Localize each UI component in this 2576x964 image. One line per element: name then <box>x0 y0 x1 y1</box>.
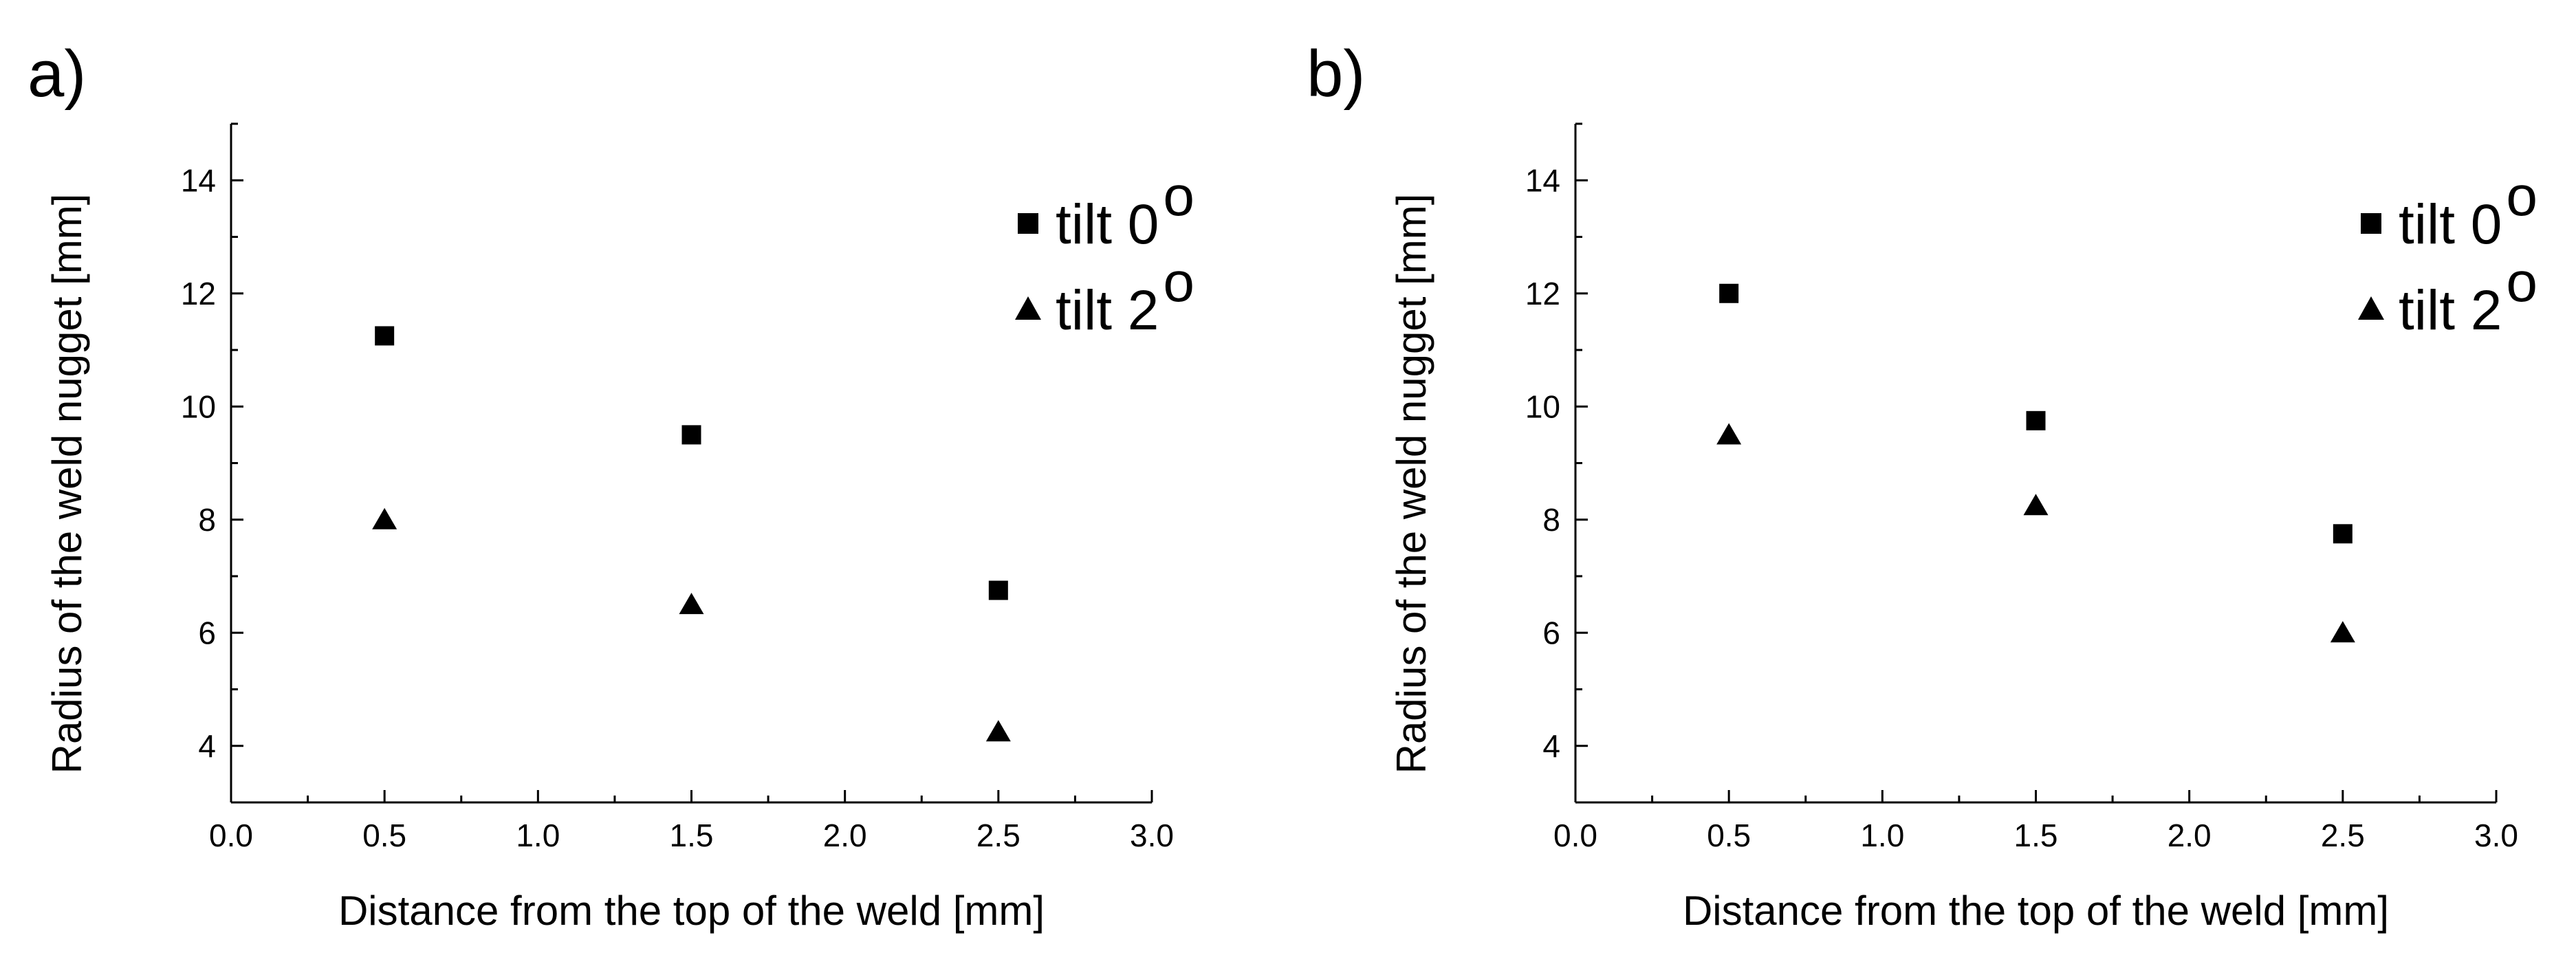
legend-degree-superscript: o <box>2506 251 2537 314</box>
legend-degree-superscript: o <box>1163 251 1194 314</box>
x-tick-label: 1.0 <box>1860 818 1904 853</box>
x-tick-label: 0.5 <box>362 818 406 853</box>
y-axis-title: Radius of the weld nugget [mm] <box>1388 194 1434 774</box>
data-point-triangle <box>985 720 1011 742</box>
chart-panel-b: b) 0.0 0.5 1.0 1.5 2.0 2.5 3.0 4 6 8 10 12 14 Distance… <box>1307 37 2537 934</box>
x-tick-label: 1.0 <box>516 818 560 853</box>
legend-label: tilt 2 <box>1056 279 1159 342</box>
data-point-triangle <box>372 507 397 529</box>
legend-marker-square <box>2361 213 2381 234</box>
x-tick-label: 2.0 <box>823 818 867 853</box>
data-point-triangle <box>2023 494 2049 516</box>
x-tick-label: 2.5 <box>2321 818 2365 853</box>
x-tick-label: 1.5 <box>670 818 714 853</box>
legend-marker-square <box>1018 213 1038 234</box>
data-point-triangle <box>679 593 704 615</box>
legend-label: tilt 0 <box>2399 193 2502 256</box>
legend-label: tilt 0 <box>1056 193 1159 256</box>
x-tick-label: 0.5 <box>1707 818 1751 853</box>
y-tick-label: 8 <box>1542 502 1560 538</box>
data-point-triangle <box>1716 423 1742 445</box>
legend-degree-superscript: o <box>1163 165 1194 228</box>
legend-marker-triangle <box>1015 296 1041 320</box>
y-tick-label: 12 <box>181 276 216 311</box>
data-point-triangle <box>2330 621 2355 643</box>
x-axis-title: Distance from the top of the weld [mm] <box>338 888 1045 934</box>
legend-label: tilt 2 <box>2399 279 2502 342</box>
y-tick-label: 10 <box>181 388 216 424</box>
x-tick-label: 0.0 <box>1553 818 1597 853</box>
y-axis-title: Radius of the weld nugget [mm] <box>44 194 90 774</box>
x-axis-title: Distance from the top of the weld [mm] <box>1683 888 2389 934</box>
y-tick-label: 6 <box>1542 615 1560 650</box>
y-tick-label: 4 <box>198 728 216 764</box>
panel-label: b) <box>1307 37 1365 111</box>
y-tick-label: 10 <box>1525 388 1560 424</box>
legend-degree-superscript: o <box>2506 165 2537 228</box>
data-point-square <box>2333 524 2353 544</box>
y-tick-label: 12 <box>1525 276 1560 311</box>
x-tick-label: 1.5 <box>2014 818 2058 853</box>
data-point-square <box>681 425 701 445</box>
x-tick-label: 2.5 <box>976 818 1020 853</box>
y-tick-label: 8 <box>198 502 216 538</box>
y-tick-label: 14 <box>1525 162 1560 198</box>
data-point-square <box>1719 283 1739 303</box>
data-point-square <box>2026 410 2046 430</box>
y-tick-label: 4 <box>1542 728 1560 764</box>
x-tick-label: 3.0 <box>2474 818 2518 853</box>
data-point-square <box>375 326 395 346</box>
data-point-square <box>988 580 1008 600</box>
panel-label: a) <box>28 37 86 111</box>
x-tick-label: 3.0 <box>1130 818 1174 853</box>
y-tick-label: 14 <box>181 162 216 198</box>
legend-marker-triangle <box>2358 296 2384 320</box>
x-tick-label: 2.0 <box>2168 818 2212 853</box>
chart-panel-a: a) 0.0 0.5 1.0 1.5 2.0 2.5 3.0 4 6 8 10 12 14 Distance… <box>28 37 1194 934</box>
y-tick-label: 6 <box>198 615 216 650</box>
x-tick-label: 0.0 <box>209 818 253 853</box>
